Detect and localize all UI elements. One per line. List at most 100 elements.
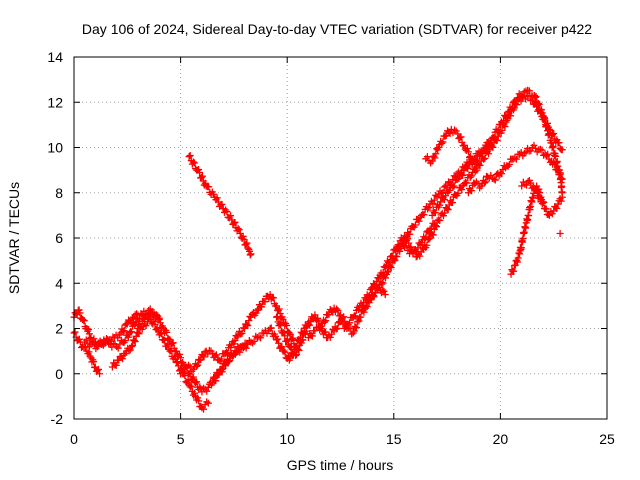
track-marker <box>203 398 211 406</box>
track-marker <box>321 318 329 326</box>
data-point <box>383 268 391 276</box>
data-point <box>140 315 148 323</box>
track-marker <box>432 150 440 158</box>
track-marker <box>402 242 410 250</box>
data-point <box>558 175 566 183</box>
track-marker <box>494 126 502 134</box>
track-marker <box>150 318 158 326</box>
track-marker <box>532 92 540 100</box>
track-marker <box>177 354 185 362</box>
track-marker <box>502 112 510 120</box>
track-marker <box>322 317 330 325</box>
track-marker <box>233 333 241 341</box>
x-axis-label: GPS time / hours <box>287 457 394 473</box>
track-marker <box>246 251 254 259</box>
track-marker <box>510 267 518 275</box>
track-marker <box>534 99 542 107</box>
track-marker <box>441 209 449 217</box>
track-marker <box>351 312 359 320</box>
track-marker <box>544 150 552 158</box>
track-marker <box>277 321 285 329</box>
track-marker <box>234 225 242 233</box>
track-marker <box>212 377 220 385</box>
track-marker <box>511 99 519 107</box>
data-point <box>198 404 206 412</box>
track-marker <box>236 348 244 356</box>
gridlines <box>74 57 607 419</box>
track-marker <box>333 324 341 332</box>
track-marker <box>355 317 363 325</box>
track-marker <box>469 157 477 165</box>
y-tick-label: 14 <box>47 49 63 65</box>
x-tick-label: 25 <box>599 431 615 447</box>
track-marker <box>421 235 429 243</box>
track-marker <box>345 319 353 327</box>
data-point <box>400 236 408 244</box>
track-marker <box>464 148 472 156</box>
data-point <box>473 166 481 174</box>
track-marker <box>430 196 438 204</box>
data-point <box>79 315 87 323</box>
data-point <box>558 146 566 154</box>
track-marker <box>142 322 150 330</box>
track-marker <box>386 263 394 271</box>
track-marker <box>157 330 165 338</box>
track-marker <box>299 336 307 344</box>
track-marker <box>75 306 83 314</box>
data-point <box>381 291 389 299</box>
track-marker <box>531 93 539 101</box>
track-marker <box>525 212 533 220</box>
track-marker <box>535 100 543 108</box>
data-point <box>247 313 255 321</box>
track-marker <box>176 350 184 358</box>
track-marker <box>273 312 281 320</box>
track-marker <box>454 189 462 197</box>
track-marker <box>186 152 194 160</box>
track-marker <box>267 324 275 332</box>
data-point <box>443 205 451 213</box>
data-point <box>253 306 261 314</box>
track-marker <box>244 244 252 252</box>
track-marker <box>557 169 565 177</box>
track-marker <box>85 330 93 338</box>
data-point <box>234 347 242 355</box>
track-marker <box>131 321 139 329</box>
data-point <box>204 399 212 407</box>
data-point <box>247 338 255 346</box>
track-marker <box>283 337 291 345</box>
track-marker <box>370 293 378 301</box>
data-point <box>172 347 180 355</box>
track-marker <box>227 212 235 220</box>
track-marker <box>314 314 322 322</box>
track-marker <box>301 330 309 338</box>
track-marker <box>223 208 231 216</box>
track-marker <box>346 325 354 333</box>
data-point <box>454 130 462 138</box>
track-marker <box>514 254 522 262</box>
track-marker <box>455 174 463 182</box>
track-marker <box>541 117 549 125</box>
track-marker <box>76 309 84 317</box>
data-point <box>311 327 319 335</box>
track-marker <box>326 333 334 341</box>
track-marker <box>466 173 474 181</box>
y-tick-label: 8 <box>55 185 63 201</box>
track-marker <box>231 336 239 344</box>
track-marker <box>555 139 563 147</box>
track-marker <box>425 229 433 237</box>
track-marker <box>438 139 446 147</box>
y-tick-label: 2 <box>55 321 63 337</box>
track-marker <box>450 182 458 190</box>
track-marker <box>467 172 475 180</box>
track-marker <box>135 330 143 338</box>
track-marker <box>552 152 560 160</box>
track-marker <box>546 130 554 138</box>
track-marker <box>512 155 520 163</box>
track-marker <box>137 322 145 330</box>
track-marker <box>431 209 439 217</box>
track-marker <box>325 310 333 318</box>
x-tick-label: 5 <box>177 431 185 447</box>
track-marker <box>151 321 159 329</box>
track-marker <box>334 306 342 314</box>
